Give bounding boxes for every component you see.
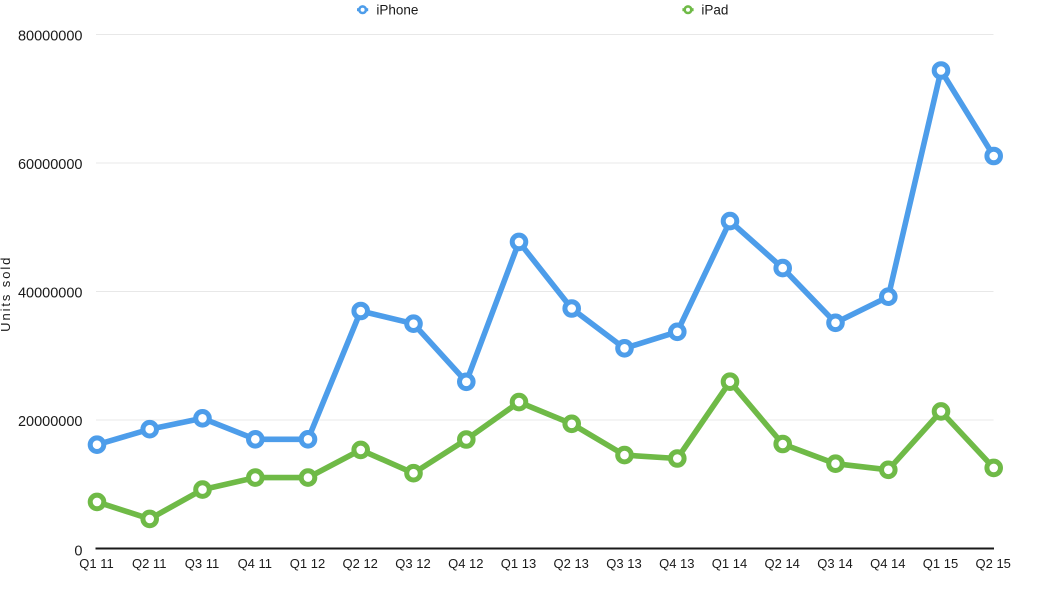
svg-text:Q2 12: Q2 12 bbox=[342, 556, 377, 571]
svg-text:Q3 13: Q3 13 bbox=[606, 556, 641, 571]
svg-text:Q3 11: Q3 11 bbox=[185, 556, 219, 571]
svg-text:Q4 11: Q4 11 bbox=[238, 556, 272, 571]
svg-text:40000000: 40000000 bbox=[18, 286, 83, 302]
svg-text:Q3 12: Q3 12 bbox=[395, 556, 430, 571]
svg-text:Units sold: Units sold bbox=[0, 256, 13, 332]
svg-text:20000000: 20000000 bbox=[18, 414, 83, 430]
svg-text:Q4 12: Q4 12 bbox=[448, 556, 483, 571]
svg-text:Q4 14: Q4 14 bbox=[870, 556, 905, 571]
svg-text:Q2 14: Q2 14 bbox=[764, 556, 799, 571]
svg-text:0: 0 bbox=[74, 544, 82, 560]
svg-text:Q2 11: Q2 11 bbox=[132, 556, 166, 571]
svg-text:60000000: 60000000 bbox=[18, 157, 83, 173]
svg-text:Q4 13: Q4 13 bbox=[659, 556, 694, 571]
svg-text:Q1 15: Q1 15 bbox=[923, 556, 958, 571]
svg-text:Q3 14: Q3 14 bbox=[817, 556, 852, 571]
svg-text:Q1 13: Q1 13 bbox=[501, 556, 536, 571]
svg-text:Q1 14: Q1 14 bbox=[712, 556, 747, 571]
svg-text:Q2 15: Q2 15 bbox=[975, 556, 1010, 571]
svg-text:Q1 11: Q1 11 bbox=[79, 556, 113, 571]
svg-text:Q1 12: Q1 12 bbox=[290, 556, 325, 571]
svg-text:80000000: 80000000 bbox=[18, 29, 83, 45]
svg-text:iPad: iPad bbox=[701, 3, 728, 18]
svg-text:iPhone: iPhone bbox=[376, 3, 418, 18]
svg-text:Q2 13: Q2 13 bbox=[553, 556, 588, 571]
